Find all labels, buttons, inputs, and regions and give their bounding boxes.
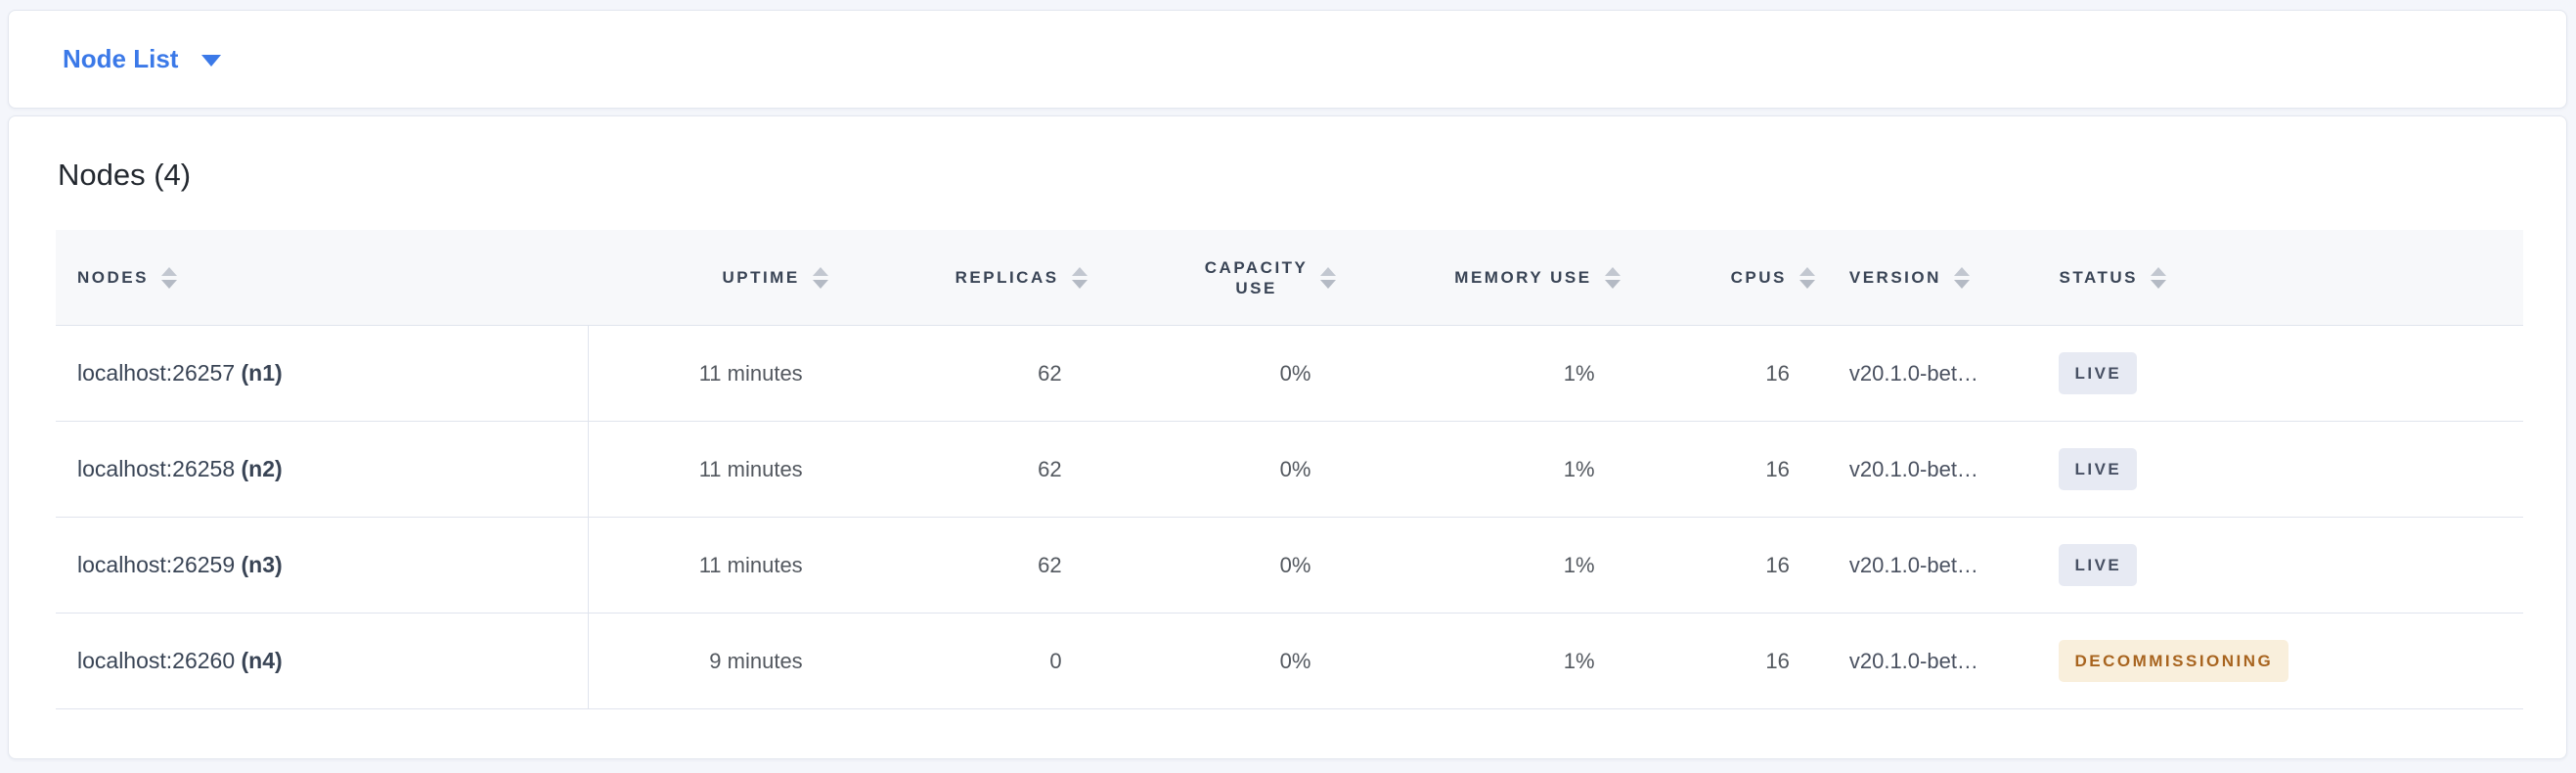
nodes-card: Nodes (4) NODES UPTIME REPLICAS CAPACITY USE… (8, 115, 2567, 759)
column-header-label: UPTIME (722, 268, 800, 287)
caret-down-icon (201, 55, 222, 67)
view-selector-card: Node List (8, 10, 2567, 109)
cell-version: v20.1.0-bet… (1814, 613, 2045, 709)
sort-arrows-icon (1953, 266, 1970, 289)
table-row: localhost:26260 (n4) 9 minutes 0 0% 1% 16 v20.… (56, 613, 2523, 709)
cell-status: LIVE (2044, 325, 2523, 422)
column-header-uptime[interactable]: UPTIME (588, 230, 828, 326)
cell-node-address: localhost:26260 (n4) (56, 613, 590, 709)
status-badge: DECOMMISSIONING (2059, 640, 2289, 682)
cell-status: DECOMMISSIONING (2044, 613, 2523, 709)
status-badge: LIVE (2059, 352, 2138, 394)
cell-replicas: 62 (827, 517, 1088, 614)
cell-capacity_use: 0% (1087, 517, 1337, 614)
node-id: (n3) (241, 552, 283, 577)
cell-memory_use: 1% (1336, 325, 1621, 422)
node-address: localhost:26257 (77, 360, 242, 386)
node-address: localhost:26258 (77, 456, 242, 481)
table-row: localhost:26258 (n2) 11 minutes 62 0% 1% 16 v2… (56, 421, 2523, 518)
cell-memory_use: 1% (1336, 517, 1621, 614)
cell-capacity_use: 0% (1087, 421, 1337, 518)
cell-uptime: 11 minutes (588, 421, 828, 518)
column-header-cpus[interactable]: CPUS (1620, 230, 1815, 326)
cell-version: v20.1.0-bet… (1814, 325, 2045, 422)
cell-uptime: 11 minutes (588, 325, 828, 422)
column-header-label: VERSION (1848, 268, 1941, 287)
cell-status: LIVE (2044, 517, 2523, 614)
cell-node-address: localhost:26258 (n2) (56, 421, 590, 518)
nodes-count-title: Nodes (4) (58, 158, 192, 192)
cell-capacity_use: 0% (1087, 325, 1337, 422)
cell-status: LIVE (2044, 421, 2523, 518)
node-id: (n1) (241, 360, 283, 386)
node-id: (n4) (241, 648, 283, 673)
cell-node-address: localhost:26257 (n1) (56, 325, 590, 422)
sort-arrows-icon (1799, 266, 1815, 289)
column-header-label: REPLICAS (955, 268, 1059, 287)
column-header-replicas[interactable]: REPLICAS (827, 230, 1088, 326)
column-header-label: CPUS (1730, 268, 1787, 287)
cell-replicas: 0 (827, 613, 1088, 709)
node-list-table: NODES UPTIME REPLICAS CAPACITY USE MEMORY USE… (56, 230, 2523, 709)
column-header-capacity_use[interactable]: CAPACITY USE (1087, 230, 1337, 326)
cell-node-address: localhost:26259 (n3) (56, 517, 590, 614)
column-header-version[interactable]: VERSION (1814, 230, 2045, 326)
node-address: localhost:26260 (77, 648, 242, 673)
sort-arrows-icon (812, 266, 828, 289)
cell-replicas: 62 (827, 421, 1088, 518)
table-header-row: NODES UPTIME REPLICAS CAPACITY USE MEMORY USE… (56, 230, 2523, 326)
cell-version: v20.1.0-bet… (1814, 517, 2045, 614)
cell-memory_use: 1% (1336, 421, 1621, 518)
table-row: localhost:26259 (n3) 11 minutes 62 0% 1% 16 v2… (56, 517, 2523, 614)
column-header-label: NODES (77, 268, 149, 287)
view-selector-label: Node List (63, 44, 179, 73)
cell-version: v20.1.0-bet… (1814, 421, 2045, 518)
column-header-label: CAPACITY USE (1204, 257, 1309, 297)
cell-cpus: 16 (1620, 325, 1815, 422)
status-badge: LIVE (2059, 544, 2138, 586)
cell-cpus: 16 (1620, 613, 1815, 709)
column-header-status[interactable]: STATUS (2044, 230, 2523, 326)
sort-arrows-icon (1071, 266, 1088, 289)
column-header-nodes[interactable]: NODES (56, 230, 589, 326)
table-row: localhost:26257 (n1) 11 minutes 62 0% 1% 16 v2… (56, 325, 2523, 422)
column-header-memory_use[interactable]: MEMORY USE (1336, 230, 1621, 326)
cell-memory_use: 1% (1336, 613, 1621, 709)
column-header-label: STATUS (2059, 268, 2138, 287)
cell-uptime: 9 minutes (588, 613, 828, 709)
cell-cpus: 16 (1620, 517, 1815, 614)
cell-capacity_use: 0% (1087, 613, 1337, 709)
node-address: localhost:26259 (77, 552, 242, 577)
sort-arrows-icon (2150, 266, 2166, 289)
view-selector-dropdown[interactable]: Node List (63, 44, 222, 74)
cell-replicas: 62 (827, 325, 1088, 422)
node-id: (n2) (241, 456, 283, 481)
cell-cpus: 16 (1620, 421, 1815, 518)
cell-uptime: 11 minutes (588, 517, 828, 614)
status-badge: LIVE (2059, 448, 2138, 490)
sort-arrows-icon (160, 266, 177, 289)
column-header-label: MEMORY USE (1454, 268, 1592, 287)
sort-arrows-icon (1604, 266, 1621, 289)
sort-arrows-icon (1320, 266, 1337, 289)
